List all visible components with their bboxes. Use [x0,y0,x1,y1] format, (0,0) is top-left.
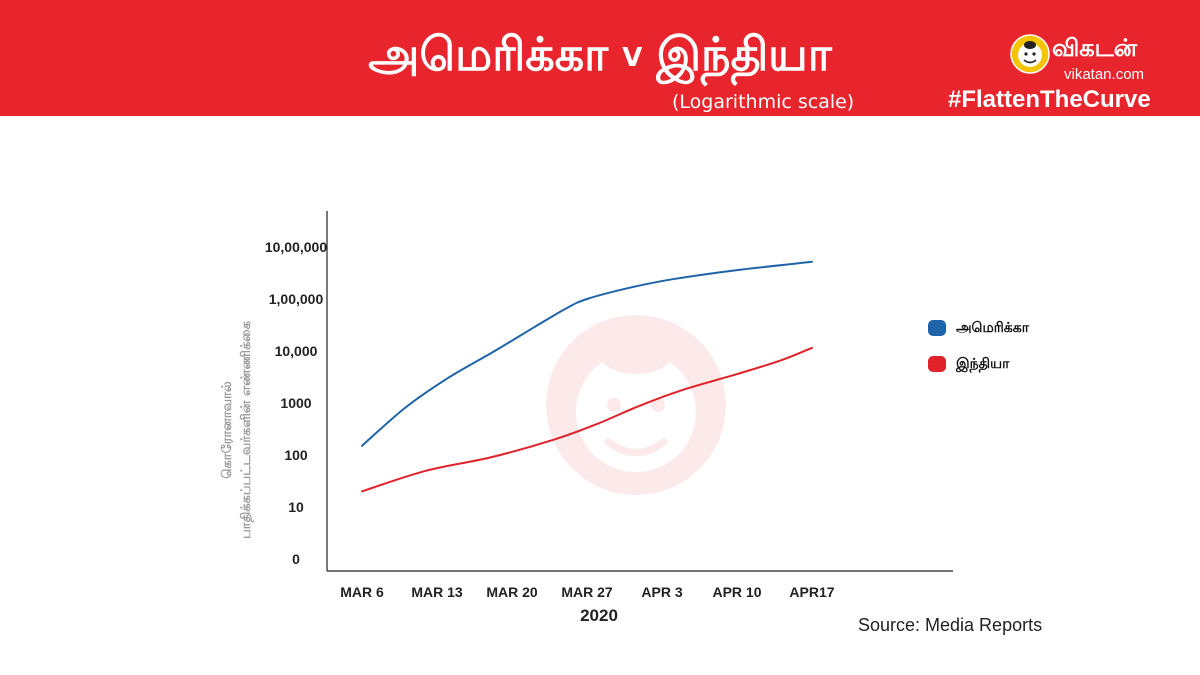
x-tick-label: APR 3 [641,584,682,600]
x-tick-label: MAR 13 [411,584,463,600]
y-axis-label-line-2: பாதிக்கப்பட்டவர்களின் எண்ணிக்கை [239,321,254,539]
title-country-india: இந்தியா [656,27,832,81]
y-tick-label: 1,00,000 [269,291,324,307]
chart-title: அமெரிக்கா V இந்தியா [0,24,1200,88]
header-banner: அமெரிக்கா V இந்தியா (Logarithmic scale) வி… [0,0,1200,116]
y-axis-label-line-1: கொரோனாவால் [220,381,235,479]
legend-swatch-india [928,356,946,372]
series-line-usa [361,260,813,447]
chart-axes [326,211,953,572]
title-country-usa: அமெரிக்கா [368,27,609,81]
title-versus: V [622,42,643,73]
x-tick-label: MAR 27 [561,584,613,600]
x-tick-label: APR17 [789,584,834,600]
source-note: Source: Media Reports [858,615,1043,635]
legend-label-india: இந்தியா [956,356,1010,372]
x-axis-title: 2020 [580,606,618,625]
y-tick-label: 0 [292,551,300,567]
y-tick-label: 100 [284,447,308,463]
brand-url: vikatan.com [1064,66,1145,83]
y-tick-label: 1000 [280,395,311,411]
y-tick-label: 10 [288,499,304,515]
legend-swatch-usa [928,320,946,336]
x-tick-label: MAR 20 [486,584,538,600]
y-tick-label: 10,000 [275,343,318,359]
x-tick-label: APR 10 [712,584,761,600]
y-tick-labels: 0 10 100 1000 10,000 1,00,000 10,00,000 [265,239,327,567]
x-tick-labels: MAR 6 MAR 13 MAR 20 MAR 27 APR 3 APR 10 APR17 [340,584,835,600]
vikatan-logo-icon [1010,34,1050,74]
legend-label-usa: அமெரிக்கா [956,320,1030,336]
watermark-logo [546,315,726,495]
series-line-india [361,346,813,493]
x-tick-label: MAR 6 [340,584,384,600]
series-lines [361,260,813,493]
brand-name: விகடன் [1052,34,1138,62]
hashtag: #FlattenTheCurve [948,86,1151,113]
chart-subtitle: (Logarithmic scale) [672,91,855,113]
y-tick-label: 10,00,000 [265,239,327,255]
